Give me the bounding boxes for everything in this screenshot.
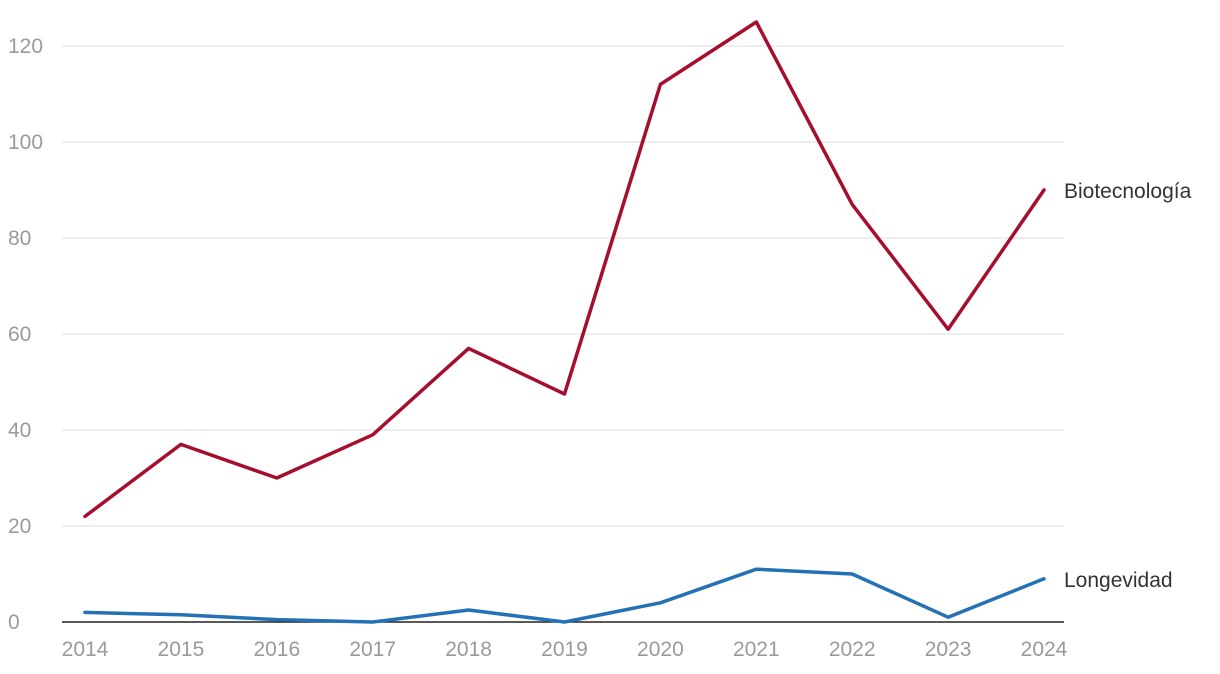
series-labels: Biotecnología Longevidad (1064, 180, 1192, 592)
series-lines (83, 20, 1046, 624)
x-tick-label: 2020 (637, 638, 684, 661)
y-axis-ticks: 0 20 40 60 80 100 120 (8, 35, 43, 634)
grid-lines (62, 45, 1064, 527)
x-tick-label: 2017 (349, 638, 396, 661)
series-label-longevidad: Longevidad (1064, 569, 1173, 592)
x-tick-label: 2018 (445, 638, 492, 661)
y-tick-label: 80 (8, 227, 31, 250)
x-tick-label: 2023 (925, 638, 972, 661)
x-tick-label: 2022 (829, 638, 876, 661)
y-tick-label: 60 (8, 323, 31, 346)
x-tick-label: 2016 (253, 638, 300, 661)
x-tick-label: 2021 (733, 638, 780, 661)
x-axis-ticks: 2014 2015 2016 2017 2018 2019 2020 2021 2022 2023… (62, 638, 1068, 661)
x-tick-label: 2024 (1021, 638, 1068, 661)
x-tick-label: 2019 (541, 638, 588, 661)
y-tick-label: 0 (8, 611, 20, 634)
y-tick-label: 100 (8, 131, 43, 154)
x-tick-label: 2014 (62, 638, 109, 661)
y-tick-label: 40 (8, 419, 31, 442)
y-tick-label: 20 (8, 515, 31, 538)
x-tick-label: 2015 (158, 638, 205, 661)
y-tick-label: 120 (8, 35, 43, 58)
series-line-longevidad (83, 567, 1046, 624)
series-line-biotecnología (83, 20, 1046, 519)
series-label-biotecnología: Biotecnología (1064, 180, 1192, 203)
